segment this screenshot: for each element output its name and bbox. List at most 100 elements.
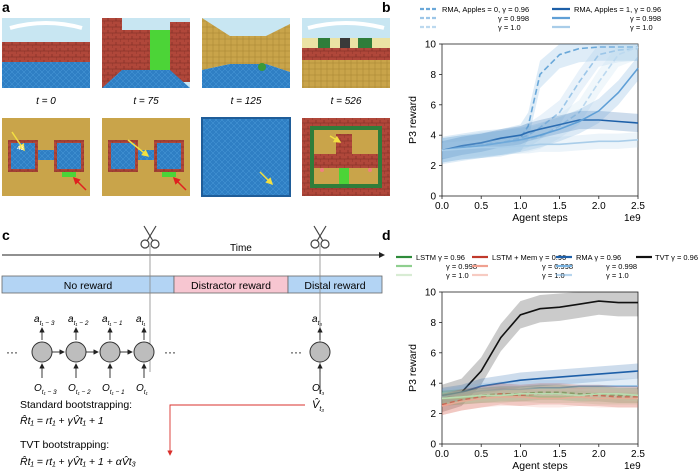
state-node: at₁ − 1 Ot₁ − 1 [99,314,133,396]
x-tick-label: 0.5 [474,201,488,212]
y-tick-label: 10 [425,288,437,299]
y-tick-label: 6 [430,100,436,111]
y-tick-label: 2 [430,161,436,172]
state-node: at₁ − 3 Ot₁ − 3 [31,314,65,396]
x-tick-label: 1.5 [553,201,567,212]
dots-mid: ··· [164,345,176,359]
scissors-icon [140,225,160,249]
x-tick-label: 2.0 [592,449,606,460]
x-axis-label: Agent steps [512,460,567,471]
y-axis-label: P3 reward [407,344,419,392]
y-tick-label: 8 [430,318,436,329]
standard-bootstrap-eq: R̂t₁ = rt₁ + γV̂t₁ + 1 [20,413,104,427]
map-view-2 [102,118,190,196]
legend-entry: γ = 1.0 [606,271,629,280]
y-tick-label: 6 [430,348,436,359]
phase-label-no-reward: No reward [64,280,113,292]
y-tick-label: 10 [425,40,437,51]
dots-right: ··· [290,345,302,359]
time-label-1: t = 0 [36,96,56,107]
time-label: Time [230,243,252,254]
observation-label: Ot₁ − 1 [102,383,125,396]
map-view-3 [201,117,291,197]
scene-view-1 [2,18,90,88]
series-band [442,44,638,163]
plot-area [441,291,639,445]
series-line [441,139,639,152]
map-view-4 [302,118,390,196]
legend-entry: γ = 1.0 [542,271,565,280]
observation-label: Ot₁ [136,383,148,396]
x-tick-label: 2.5 [631,449,645,460]
y-tick-label: 4 [430,131,436,142]
x-tick-label: 0.5 [474,449,488,460]
legend-entry: γ = 1.0 [498,23,521,32]
x-multiplier: 1e9 [624,461,641,471]
panel-label-d: d [382,227,391,243]
legend-entry: γ = 0.998 [498,14,529,23]
series-band [442,387,638,405]
panel-label-b: b [382,0,391,15]
legend-group-title: RMA γ = 0.96 [576,253,621,262]
state-node: at₁ Ot₁ [133,314,155,396]
standard-bootstrap-title: Standard bootstrapping: [20,399,132,411]
y-tick-label: 2 [430,409,436,420]
series-band [442,44,638,163]
observation-label: Ot₁ − 3 [34,383,57,396]
x-tick-label: 0.0 [435,449,449,460]
x-tick-label: 2.0 [592,201,606,212]
series-line [441,300,638,400]
x-multiplier: 1e9 [624,213,641,224]
map-view-1: 43 [2,118,90,196]
dots-left: ··· [6,345,18,359]
map-label: 43 [17,146,24,152]
scene-view-2 [102,18,190,88]
x-tick-label: 1.0 [513,201,527,212]
legend-entry: γ = 0.998 [446,262,477,271]
series-line [441,67,639,152]
series-line [441,393,639,400]
scissors-icon [310,225,330,249]
phase-distal-reward [287,275,383,294]
x-tick-label: 0.0 [435,201,449,212]
legend-entry: γ = 1.0 [630,23,653,32]
action-label: at₃ [312,314,322,327]
series-line [441,119,639,152]
tvt-bootstrap-title: TVT bootstrapping: [20,439,109,451]
chart-b: 0 2 4 6 8 10 0.0 0.5 1.0 1.5 2.0 2.5 Agent steps 1e9 P… [407,5,661,224]
scene-view-4 [302,18,390,88]
series-band [442,44,638,165]
legend-entry: γ = 0.998 [630,14,661,23]
y-axis-label: P3 reward [407,96,419,144]
series-band [442,363,638,403]
x-tick-label: 1.0 [513,449,527,460]
y-tick-label: 0 [430,440,436,451]
action-label: at₁ [136,314,145,327]
value-estimate: V̂t₃ [312,397,324,413]
series-band [442,56,638,163]
series-line [441,385,638,398]
x-tick-label: 2.5 [631,201,645,212]
timeline: Time No reward Distractor reward Distal … [1,225,385,468]
state-node: at₁ − 2 Ot₁ − 2 [65,314,99,396]
chart-d: 0 2 4 6 8 10 0.0 0.5 1.0 1.5 2.0 2.5 Agent steps 1e9 P… [396,253,698,471]
legend-entry: γ = 1.0 [446,271,469,280]
legend-group-title: LSTM + Mem γ = 0.96 [492,253,566,262]
phase-label-distal: Distal reward [304,280,365,292]
legend-entry: γ = 0.998 [606,262,637,271]
series-line [441,396,638,407]
state-node: at₃ Ot₃ [309,314,331,396]
value-link-arrow [167,404,305,456]
action-label: at₁ − 3 [34,314,55,327]
y-tick-label: 4 [430,379,436,390]
scene-view-3 [202,18,290,88]
action-label: at₁ − 1 [102,314,123,327]
panel-label-a: a [2,0,10,15]
tvt-bootstrap-eq: R̂t₁ = rt₁ + γV̂t₁ + 1 + αV̂t₃ [20,454,136,468]
legend-group-title: LSTM γ = 0.96 [416,253,465,262]
time-label-3: t = 125 [231,96,262,107]
action-label: at₁ − 2 [68,314,89,327]
time-label-4: t = 526 [331,96,362,107]
panel-label-c: c [2,227,10,243]
